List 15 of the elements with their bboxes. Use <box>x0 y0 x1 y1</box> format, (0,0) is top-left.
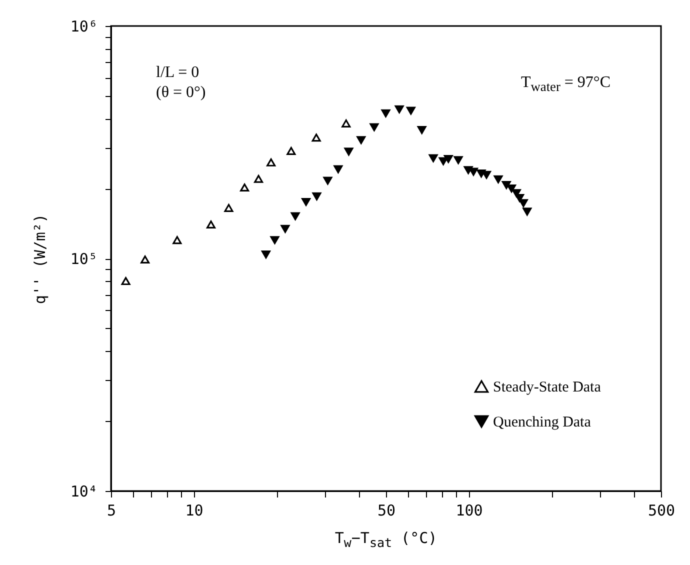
x-axis-title: T$_{w}$−T$_{sat}$ (°C) <box>334 529 438 550</box>
y-tick-label: 10⁶ <box>70 18 98 36</box>
y-tick-label: 10⁵ <box>70 250 98 268</box>
annotation: T$_{water}$ = 97°C <box>521 74 610 96</box>
annotation: l/L = 0 <box>156 64 200 82</box>
x-tick-label: 10 <box>185 502 204 520</box>
x-tick-label: 50 <box>377 502 396 520</box>
annotation: (θ = 0°) <box>156 84 206 102</box>
y-tick-label: 10⁴ <box>70 482 98 500</box>
x-tick-label: 100 <box>456 502 483 520</box>
x-tick-label: 500 <box>648 502 676 520</box>
legend-label: Steady-State Data <box>493 380 602 396</box>
legend-label: Quenching Data <box>493 414 592 430</box>
y-axis-title: q'' (W/m²) <box>31 213 49 304</box>
x-tick-label: 5 <box>106 502 116 520</box>
